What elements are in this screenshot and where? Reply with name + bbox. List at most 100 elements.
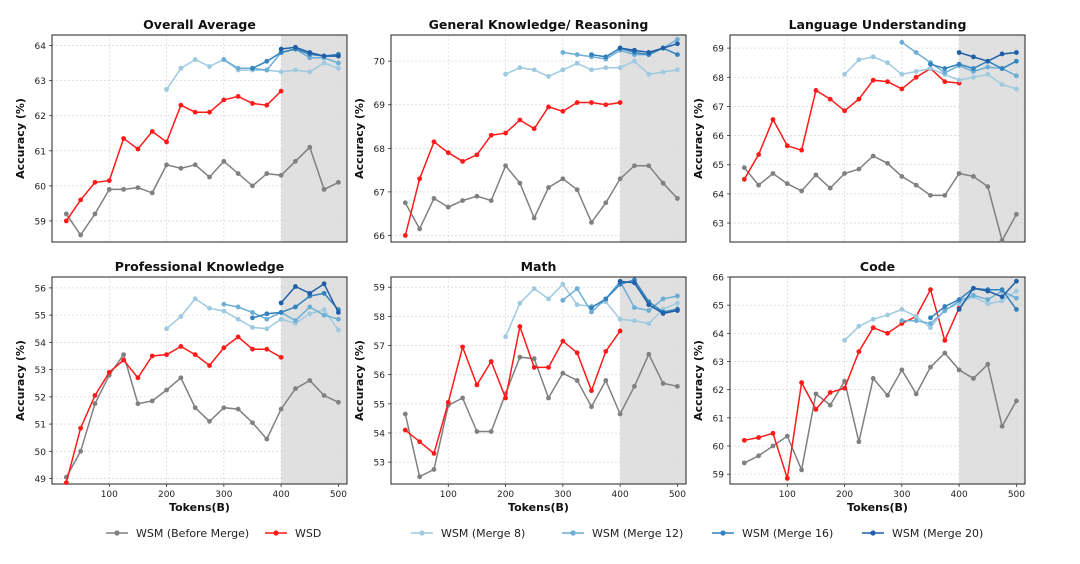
- data-point-before: [813, 391, 819, 397]
- plot-frame: [729, 276, 1026, 485]
- data-point-wsd: [121, 136, 127, 141]
- legend-label: WSM (Before Merge): [136, 527, 249, 540]
- data-point-m12: [264, 316, 270, 322]
- series-line-before: [404, 164, 678, 231]
- data-point-m20: [956, 306, 962, 312]
- series-line-wsd: [65, 90, 282, 222]
- x-tick-label: 200: [836, 490, 853, 500]
- data-point-before: [913, 391, 919, 397]
- y-tick-label: 55: [35, 312, 46, 322]
- series-line-wsd: [404, 101, 621, 236]
- data-point-wsd: [250, 346, 255, 352]
- data-point-before: [856, 166, 862, 172]
- data-point-m8: [956, 77, 962, 83]
- data-point-m20: [646, 302, 652, 308]
- data-point-wsd: [417, 176, 423, 182]
- y-tick-label: 58: [374, 313, 386, 323]
- data-point-m8: [250, 324, 255, 330]
- data-point-wsd: [488, 359, 494, 364]
- y-tick-label: 66: [374, 232, 386, 242]
- x-axis-label: Tokens(B): [508, 501, 569, 514]
- y-tick-label: 64: [35, 42, 47, 52]
- data-point-before: [164, 387, 169, 393]
- data-point-m20: [278, 300, 284, 306]
- y-axis-label: Accuracy (%): [692, 340, 705, 421]
- data-point-m16: [928, 61, 933, 67]
- data-point-m12: [307, 304, 313, 310]
- data-point-wsd: [603, 348, 609, 354]
- data-point-wsd: [149, 353, 155, 359]
- y-tick-label: 59: [713, 471, 725, 481]
- y-tick-label: 70: [374, 58, 386, 68]
- data-point-m8: [207, 305, 212, 311]
- x-axis: 100 200 300 400 500: [101, 277, 347, 500]
- data-point-before: [770, 443, 776, 449]
- data-point-m8: [207, 64, 212, 69]
- data-point-before: [402, 411, 408, 417]
- y-axis-label: Accuracy (%): [14, 98, 27, 179]
- y-axis: 53 54 55 56 57 58 59: [374, 284, 686, 469]
- data-point-m8: [531, 67, 537, 73]
- data-point-m20: [617, 45, 623, 51]
- data-point-m8: [675, 300, 680, 306]
- data-point-m8: [985, 71, 991, 77]
- data-point-wsd: [78, 197, 84, 203]
- data-point-wsd: [106, 178, 112, 184]
- x-tick-label: 500: [669, 490, 686, 500]
- y-tick-label: 60: [713, 442, 725, 452]
- data-point-m8: [899, 71, 905, 77]
- data-point-before: [885, 392, 890, 398]
- data-point-wsd: [235, 93, 241, 99]
- data-point-m12: [235, 304, 241, 310]
- shaded-region: [620, 35, 686, 242]
- data-point-wsd: [856, 349, 862, 355]
- y-tick-label: 59: [35, 217, 47, 227]
- data-point-wsd: [560, 108, 566, 114]
- data-point-wsd: [617, 100, 623, 105]
- data-point-before: [207, 418, 212, 424]
- series-line-before: [65, 352, 339, 478]
- data-point-wsd: [899, 86, 905, 92]
- data-point-before: [632, 383, 637, 389]
- data-point-before: [135, 185, 141, 191]
- data-point-before: [488, 198, 494, 204]
- series-line-wsd: [404, 323, 621, 455]
- y-tick-label: 65: [713, 302, 724, 312]
- data-point-m8: [546, 74, 551, 79]
- data-point-m8: [278, 69, 284, 75]
- data-point-before: [1014, 211, 1019, 217]
- data-point-m8: [632, 318, 637, 324]
- data-point-before: [560, 370, 566, 376]
- y-tick-label: 51: [35, 421, 46, 431]
- series-line-before: [65, 145, 339, 237]
- data-point-before: [589, 219, 594, 225]
- data-point-before: [956, 171, 962, 176]
- legend-swatch-marker: [570, 530, 576, 536]
- data-point-wsd: [617, 328, 623, 334]
- x-axis: [786, 35, 1017, 242]
- data-point-m8: [1014, 288, 1019, 294]
- x-tick-label: 100: [440, 490, 457, 500]
- data-point-wsd: [531, 364, 537, 370]
- data-point-before: [799, 467, 805, 473]
- legend-label: WSM (Merge 20): [892, 527, 983, 540]
- data-point-before: [589, 404, 594, 410]
- plot-frame: [390, 34, 687, 243]
- data-point-m16: [603, 54, 609, 60]
- data-point-m8: [178, 65, 184, 71]
- data-point-before: [870, 375, 876, 381]
- legend-item-m8: WSM (Merge 8): [411, 527, 525, 540]
- data-point-before: [121, 186, 127, 192]
- y-tick-label: 68: [713, 74, 725, 84]
- data-point-before: [928, 364, 933, 370]
- data-point-m16: [675, 52, 680, 58]
- data-point-m20: [336, 53, 341, 59]
- data-point-m20: [321, 53, 327, 59]
- data-point-m20: [971, 54, 976, 60]
- data-point-before: [336, 399, 341, 405]
- data-point-before: [956, 367, 962, 373]
- data-point-wsd: [503, 130, 508, 136]
- data-point-wsd: [278, 354, 284, 360]
- data-point-m8: [503, 71, 508, 77]
